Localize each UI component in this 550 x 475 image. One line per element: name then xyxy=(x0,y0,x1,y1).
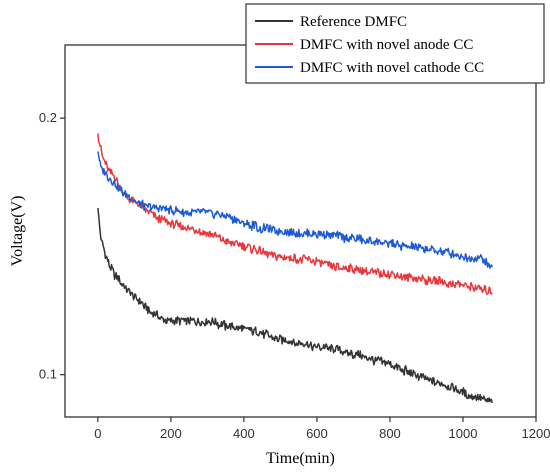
legend-entry: Reference DMFC xyxy=(300,14,407,30)
x-tick-label: 400 xyxy=(233,426,255,441)
x-tick-label: 1000 xyxy=(449,426,478,441)
series-line xyxy=(97,151,493,269)
x-tick-label: 1200 xyxy=(522,426,550,441)
legend-box xyxy=(245,3,545,84)
x-axis: 0 200 400 600 800 1000 1200 xyxy=(94,417,550,441)
legend-entry: DMFC with novel anode CC xyxy=(300,37,473,53)
y-axis: 0.1 0.2 xyxy=(39,110,65,382)
legend-entry: DMFC with novel cathode CC xyxy=(300,60,484,76)
x-tick-label: 0 xyxy=(94,426,101,441)
y-axis-title: Voltage(V) xyxy=(9,196,26,267)
series-line xyxy=(97,133,493,296)
x-tick-label: 800 xyxy=(379,426,401,441)
x-tick-label: 200 xyxy=(160,426,182,441)
legend: Reference DMFC DMFC with novel anode CC DM… xyxy=(245,3,545,84)
x-axis-title: Time(min) xyxy=(266,450,335,467)
y-tick-label: 0.1 xyxy=(39,367,57,382)
x-tick-label: 600 xyxy=(306,426,328,441)
series-layer xyxy=(97,133,493,404)
y-tick-label: 0.2 xyxy=(39,110,57,125)
plot-frame xyxy=(64,44,537,418)
series-line xyxy=(97,207,493,404)
